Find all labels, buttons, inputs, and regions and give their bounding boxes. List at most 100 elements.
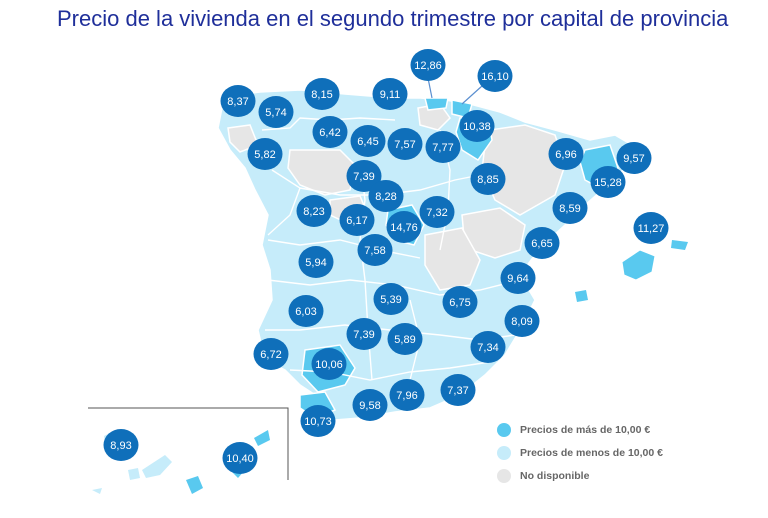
price-marker-label: 11,27 (638, 223, 665, 235)
price-marker: 7,96 (389, 379, 425, 411)
price-marker-bubble (425, 131, 461, 163)
price-marker: 10,73 (300, 405, 336, 437)
price-marker-bubble (247, 138, 283, 170)
price-marker-bubble (389, 379, 425, 411)
price-marker-bubble (386, 211, 422, 243)
price-marker-bubble (298, 246, 334, 278)
price-marker-bubble (346, 160, 382, 192)
region-high-ibiza (575, 290, 588, 302)
price-marker-bubble (504, 305, 540, 337)
price-marker: 7,57 (387, 128, 423, 160)
price-marker-bubble (288, 295, 324, 327)
price-marker-label: 7,34 (477, 342, 498, 354)
legend-label-na: No disponible (520, 469, 590, 482)
legend-swatch-high (497, 422, 511, 437)
price-marker: 5,82 (247, 138, 283, 170)
region-na-cuenca (424, 227, 481, 291)
price-marker: 7,39 (346, 160, 382, 192)
price-marker: 7,34 (470, 331, 506, 363)
price-marker: 7,58 (357, 234, 393, 266)
price-marker-bubble (387, 128, 423, 160)
legend-label-high: Precios de más de 10,00 € (520, 423, 651, 436)
price-marker-bubble (220, 85, 256, 117)
price-marker-bubble (339, 204, 375, 236)
price-marker: 5,89 (387, 323, 423, 355)
price-marker-bubble (440, 374, 476, 406)
price-marker-bubble (258, 96, 294, 128)
price-marker-label: 10,40 (226, 453, 254, 465)
price-marker-bubble (296, 195, 332, 227)
price-marker: 10,06 (311, 348, 347, 380)
price-marker-label: 12,86 (414, 60, 442, 72)
price-marker: 10,40 (222, 442, 258, 474)
price-marker-label: 6,65 (531, 238, 552, 250)
price-marker: 6,03 (288, 295, 324, 327)
price-marker-label: 5,39 (380, 294, 401, 306)
price-marker-label: 14,76 (390, 222, 418, 234)
price-marker-label: 5,74 (265, 107, 286, 119)
price-marker: 10,38 (459, 110, 495, 142)
price-marker-bubble (304, 78, 340, 110)
price-marker-label: 8,37 (227, 96, 248, 108)
price-marker-bubble (633, 212, 669, 244)
price-marker-bubble (419, 196, 455, 228)
price-marker-label: 8,23 (303, 206, 324, 218)
canary-hierro (92, 488, 102, 494)
price-marker-label: 8,93 (110, 440, 131, 452)
price-marker-label: 10,73 (304, 416, 332, 428)
price-marker: 9,57 (616, 142, 652, 174)
price-marker-label: 6,96 (555, 149, 576, 161)
price-marker-bubble (222, 442, 258, 474)
price-marker-label: 8,15 (311, 89, 332, 101)
canary-tenerife (142, 455, 172, 478)
price-marker: 5,94 (298, 246, 334, 278)
legend-swatch-na (497, 468, 511, 483)
price-marker: 12,86 (410, 49, 446, 81)
price-marker-label: 7,39 (353, 329, 374, 341)
price-marker: 8,28 (368, 180, 404, 212)
price-marker-bubble (442, 286, 478, 318)
legend: Precios de más de 10,00 € Precios de men… (497, 418, 727, 487)
price-marker-bubble (311, 348, 347, 380)
price-marker: 6,42 (312, 116, 348, 148)
price-marker-label: 9,58 (359, 400, 380, 412)
price-marker-label: 8,28 (375, 191, 396, 203)
price-marker: 9,58 (352, 389, 388, 421)
price-marker: 8,59 (552, 192, 588, 224)
price-marker: 11,27 (633, 212, 669, 244)
price-marker-label: 6,03 (295, 306, 316, 318)
price-marker: 6,65 (524, 227, 560, 259)
price-marker-bubble (312, 116, 348, 148)
canary-gomera (128, 468, 140, 480)
price-marker-label: 15,28 (594, 177, 622, 189)
price-marker: 5,39 (373, 283, 409, 315)
price-marker-bubble (373, 283, 409, 315)
price-marker: 14,76 (386, 211, 422, 243)
legend-item-na: No disponible (497, 464, 727, 487)
canary-inset-frame (88, 407, 289, 480)
price-marker: 6,45 (350, 125, 386, 157)
price-marker-label: 7,39 (353, 171, 374, 183)
price-marker: 6,72 (253, 338, 289, 370)
price-marker-bubble (500, 262, 536, 294)
price-marker-label: 7,58 (364, 245, 385, 257)
price-marker-bubble (368, 180, 404, 212)
canary-gran-canaria (186, 476, 203, 494)
leader-line-16-10 (461, 85, 483, 105)
price-marker-bubble (410, 49, 446, 81)
price-marker-bubble (524, 227, 560, 259)
price-marker: 7,32 (419, 196, 455, 228)
price-marker-bubble (470, 331, 506, 363)
price-marker: 8,37 (220, 85, 256, 117)
price-marker-bubble (470, 163, 506, 195)
price-marker-bubble (346, 318, 382, 350)
price-marker-bubble (350, 125, 386, 157)
price-marker-bubble (590, 166, 626, 198)
price-marker-label: 6,45 (357, 136, 378, 148)
price-marker-label: 7,77 (432, 142, 453, 154)
price-marker-bubble (387, 323, 423, 355)
price-marker-bubble (477, 60, 513, 92)
region-high-mallorca (621, 249, 656, 281)
price-marker: 8,23 (296, 195, 332, 227)
price-marker-bubble (357, 234, 393, 266)
